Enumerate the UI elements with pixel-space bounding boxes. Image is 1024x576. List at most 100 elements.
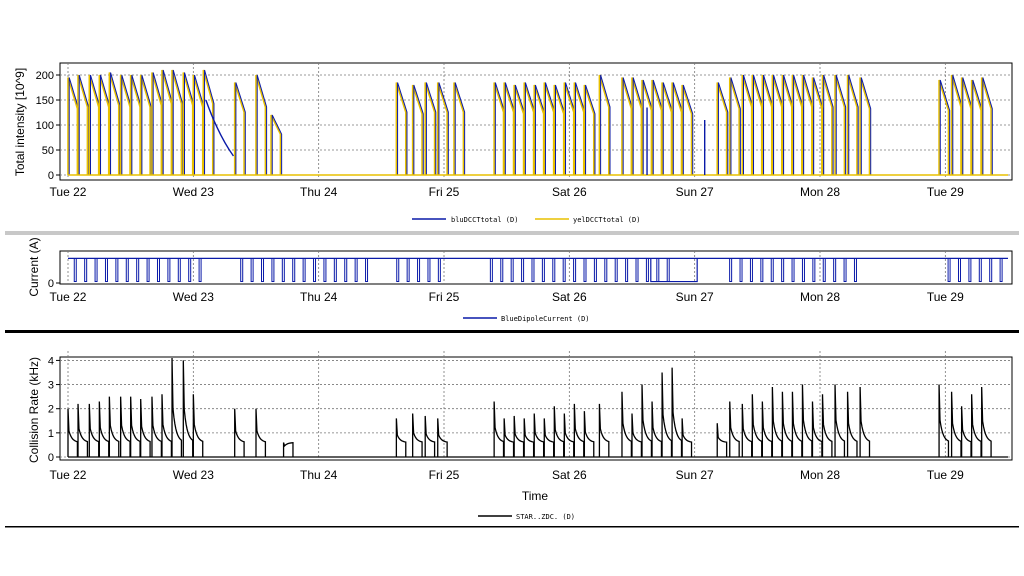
rate-fill-trace bbox=[801, 384, 813, 457]
blu-fill-trace bbox=[172, 69, 184, 175]
dipole-ramp bbox=[250, 258, 254, 283]
xtick-label: Sat 26 bbox=[552, 290, 587, 304]
dipole-ramp bbox=[947, 258, 951, 283]
blu-fill-trace bbox=[982, 77, 993, 175]
separator-1 bbox=[5, 231, 1019, 235]
rate-fill-trace bbox=[641, 384, 653, 457]
blu-fill-trace bbox=[939, 79, 951, 175]
dipole-ramp bbox=[396, 258, 400, 283]
separator-3 bbox=[5, 526, 1019, 528]
rate-fill-trace bbox=[182, 360, 194, 457]
blu-fill-trace bbox=[454, 82, 466, 175]
xticks-current: Tue 22 Wed 23 Thu 24 Fri 25 Sat 26 Sun 27 Mon … bbox=[50, 290, 965, 304]
rate-fill-trace bbox=[716, 423, 728, 457]
separator-2 bbox=[5, 330, 1019, 333]
dipole-off-period bbox=[650, 258, 698, 283]
rate-fill-trace bbox=[437, 418, 448, 457]
rate-fill-trace bbox=[671, 367, 683, 457]
dipole-ramp bbox=[156, 258, 160, 283]
blu-fill-trace bbox=[204, 69, 215, 175]
legend-label-blu: bluDCCTtotal (D) bbox=[451, 216, 518, 224]
rate-fill-trace bbox=[598, 403, 610, 457]
legend-current: BlueDipoleCurrent (D) bbox=[463, 315, 590, 323]
rate-fill-trace bbox=[729, 401, 740, 457]
dipole-ramp bbox=[593, 258, 597, 283]
blu-fill-trace bbox=[585, 84, 596, 175]
blu-fill-trace bbox=[425, 82, 437, 175]
dipole-ramp bbox=[261, 258, 265, 283]
dipole-ramp bbox=[760, 258, 764, 283]
blu-fill-trace bbox=[730, 77, 741, 175]
rate-fill-trace bbox=[583, 411, 595, 457]
legend-label-star: STAR..ZDC. (D) bbox=[516, 513, 575, 521]
dipole-ramp bbox=[645, 258, 649, 283]
dipole-ramp bbox=[240, 258, 244, 283]
rate-fill-trace bbox=[140, 399, 151, 457]
dipole-ramp bbox=[989, 258, 993, 283]
rate-fill-trace bbox=[151, 396, 163, 457]
xtick-label: Tue 22 bbox=[50, 468, 87, 482]
ytick-label: 3 bbox=[48, 380, 54, 392]
rate-fill-trace bbox=[821, 394, 833, 457]
xtick-label: Fri 25 bbox=[429, 290, 460, 304]
ytick-label: 100 bbox=[36, 120, 54, 132]
dipole-ramp bbox=[500, 258, 504, 283]
dipole-ramp bbox=[812, 258, 816, 283]
panel-current: 0 Tue 22 Wed 23 Thu 24 Fri 25 Sat 26 Sun 27 Mo… bbox=[27, 237, 1013, 323]
blu-fill-trace bbox=[141, 74, 152, 175]
grid-current bbox=[67, 251, 946, 284]
rate-fill-trace bbox=[631, 413, 643, 457]
xtick-label: Thu 24 bbox=[300, 468, 338, 482]
xtick-label: Wed 23 bbox=[173, 290, 214, 304]
dipole-ramp bbox=[437, 258, 441, 283]
dipole-ramp bbox=[271, 258, 275, 283]
rate-fill-trace bbox=[255, 408, 267, 457]
dipole-ramp bbox=[188, 258, 192, 283]
rate-fill-trace bbox=[88, 403, 100, 457]
ytick-label: 1 bbox=[48, 428, 54, 440]
dipole-ramp bbox=[801, 258, 805, 283]
rate-fill-trace bbox=[573, 403, 585, 457]
rate-fill-trace bbox=[960, 406, 972, 457]
dipole-ramp bbox=[510, 258, 514, 283]
legend-label-yel: yelDCCTtotal (D) bbox=[573, 216, 640, 224]
xtick-label: Sun 27 bbox=[676, 185, 714, 199]
rate-fill-trace bbox=[130, 396, 141, 457]
legend-intensity: bluDCCTtotal (D) yelDCCTtotal (D) bbox=[412, 216, 640, 224]
rate-fill-trace bbox=[395, 418, 407, 457]
yticks-collision: 0 1 2 3 4 bbox=[48, 355, 60, 464]
dipole-ramp bbox=[177, 258, 181, 283]
rate-fill-trace bbox=[513, 415, 525, 457]
dipole-ramp bbox=[843, 258, 847, 283]
panel-collision: 0 1 2 3 4 Tue 22 Wed 23 Thu 24 Fri 25 Sat 26 Sun … bbox=[27, 351, 1013, 521]
blu-fill-trace bbox=[413, 84, 424, 175]
yticks-intensity: 0 50 100 150 200 bbox=[36, 70, 60, 182]
rate-fill-trace bbox=[412, 413, 423, 457]
legend-label-dipole: BlueDipoleCurrent (D) bbox=[501, 315, 590, 323]
ytick-label: 0 bbox=[48, 170, 54, 182]
dipole-ramp bbox=[302, 258, 306, 283]
xtick-label: Wed 23 bbox=[173, 468, 214, 482]
dipole-ramp bbox=[344, 258, 348, 283]
blu-fill-trace bbox=[438, 82, 449, 175]
dipole-ramp bbox=[978, 258, 982, 283]
dipole-ramp bbox=[770, 258, 774, 283]
rate-fill-trace bbox=[751, 394, 763, 457]
ytick-label: 2 bbox=[48, 404, 54, 416]
legend-collision: STAR..ZDC. (D) bbox=[478, 513, 575, 521]
dipole-ramp bbox=[313, 258, 317, 283]
dipole-ramp bbox=[489, 258, 493, 283]
dipole-ramp bbox=[666, 258, 670, 283]
rate-fill-trace bbox=[493, 401, 505, 457]
xtick-label: Thu 24 bbox=[300, 185, 338, 199]
rate-fill-trace bbox=[192, 394, 204, 457]
rate-fill-trace bbox=[791, 391, 803, 457]
xtick-label: Tue 22 bbox=[50, 290, 87, 304]
dipole-ramp bbox=[292, 258, 296, 283]
dipole-ramp bbox=[541, 258, 545, 283]
dipole-ramp bbox=[146, 258, 150, 283]
dipole-ramp bbox=[354, 258, 358, 283]
rate-fill-trace bbox=[621, 391, 633, 457]
rate-fill-trace bbox=[661, 372, 673, 457]
